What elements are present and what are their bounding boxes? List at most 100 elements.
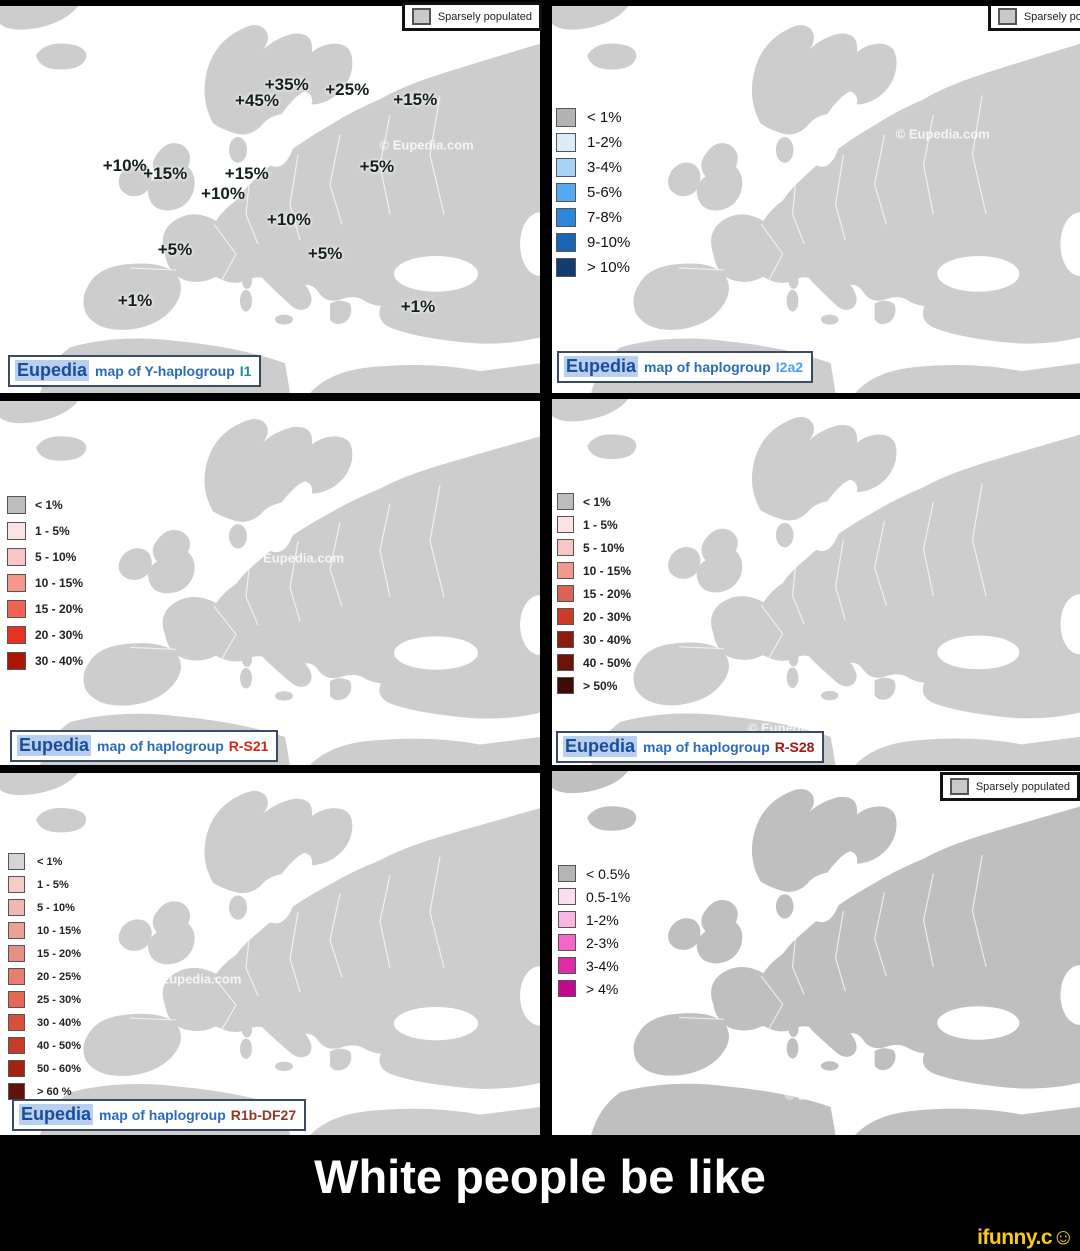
legend-swatch [8, 1037, 25, 1054]
sparsely-populated-box: Sparsely populated [401, 2, 542, 31]
legend-label: 2-3% [586, 934, 619, 951]
legend-swatch [557, 585, 574, 602]
map-panel-i1: +45% +35% +25% +15% +10% +15% +15% +10% +10% +5% +… [0, 2, 542, 393]
legend-row: 9-10% [556, 233, 630, 252]
legend-swatch [556, 108, 576, 127]
legend-label: 1 - 5% [583, 517, 618, 532]
legend-label: 5 - 10% [37, 901, 75, 914]
legend-swatch [557, 608, 574, 625]
legend-label: 20 - 30% [583, 609, 632, 624]
legend-label: < 1% [37, 855, 63, 868]
legend-label: > 60 % [37, 1085, 72, 1098]
legend-row: 50 - 60% [8, 1060, 81, 1077]
legend-row: 15 - 20% [557, 585, 631, 602]
legend-swatch [8, 1083, 25, 1100]
legend-label: 0.5-1% [586, 888, 631, 905]
legend-swatch [7, 522, 26, 540]
legend-row: 1 - 5% [7, 522, 83, 540]
legend-label: < 0.5% [586, 865, 630, 882]
haplogroup-name: R1b-DF27 [230, 1107, 297, 1123]
landmass [552, 6, 1080, 393]
map-title-i1: Eupedia map of Y-haplogroup I1 [8, 355, 262, 387]
legend-row: 30 - 40% [7, 652, 83, 670]
legend-label: > 4% [586, 980, 619, 997]
legend-row: 40 - 50% [8, 1037, 81, 1054]
legend-r-s21: < 1% 1 - 5% 5 - 10% 10 - 15% 15 - 20% 20 - 30… [7, 496, 83, 670]
legend-swatch [8, 922, 25, 939]
sparsely-swatch [949, 778, 969, 795]
legend-label: 30 - 40% [35, 654, 84, 668]
ifunny-text: ifunny.c [977, 1226, 1053, 1249]
legend-row: 10 - 15% [557, 562, 631, 579]
legend-label: 3-4% [587, 159, 623, 176]
legend-label: 30 - 40% [583, 632, 632, 647]
map-panel-r1b-df27: < 1% 1 - 5% 5 - 10% 10 - 15% 15 - 20% 20 - 25… [0, 773, 540, 1135]
legend-row: 0.5-1% [558, 888, 630, 905]
legend-row: < 1% [7, 496, 83, 514]
legend-swatch [556, 158, 576, 177]
europe-map-i1 [0, 6, 540, 393]
legend-swatch [557, 562, 574, 579]
legend-swatch [557, 539, 574, 556]
haplogroup-name: R-S28 [774, 739, 815, 755]
legend-row: 30 - 40% [557, 631, 631, 648]
legend-row: 5 - 10% [8, 899, 81, 916]
legend-swatch [558, 980, 576, 997]
map-title-r1b-df27: Eupedia map of haplogroup R1b-DF27 [12, 1099, 307, 1131]
legend-row: 7-8% [556, 208, 630, 227]
map-title-r-s28: Eupedia map of haplogroup R-S28 [556, 731, 825, 763]
legend-swatch [558, 865, 576, 882]
legend-label: 25 - 30% [37, 993, 82, 1006]
legend-swatch [556, 258, 576, 277]
legend-swatch [7, 652, 26, 670]
eupedia-brand: Eupedia [15, 360, 90, 381]
legend-label: < 1% [583, 494, 611, 509]
legend-row: 10 - 15% [8, 922, 81, 939]
map-title-i2a2: Eupedia map of haplogroup I2a2 [557, 351, 814, 383]
map-panel-r-s21: < 1% 1 - 5% 5 - 10% 10 - 15% 15 - 20% 20 - 30… [0, 401, 540, 765]
legend-label: 3-4% [586, 957, 619, 974]
legend-swatch [557, 677, 574, 694]
haplogroup-name: I1 [239, 363, 252, 379]
legend-swatch [8, 853, 25, 870]
europe-map-r-s28 [552, 399, 1080, 765]
map-panel-r-s28: < 1% 1 - 5% 5 - 10% 10 - 15% 15 - 20% 20 - 30… [552, 399, 1080, 765]
legend-row: 15 - 20% [7, 600, 83, 618]
legend-swatch [8, 945, 25, 962]
eupedia-brand: Eupedia [564, 356, 639, 377]
legend-row: 30 - 40% [8, 1014, 81, 1031]
legend-row: 40 - 50% [557, 654, 631, 671]
legend-swatch [7, 626, 26, 644]
legend-label: 40 - 50% [37, 1039, 82, 1052]
legend-row: < 0.5% [558, 865, 630, 882]
map-title-r-s21: Eupedia map of haplogroup R-S21 [10, 730, 279, 762]
legend-swatch [8, 876, 25, 893]
legend-label: < 1% [35, 498, 63, 512]
legend-row: < 1% [8, 853, 81, 870]
legend-row: 1 - 5% [557, 516, 631, 533]
legend-r-s28: < 1% 1 - 5% 5 - 10% 10 - 15% 15 - 20% 20 - 30… [557, 493, 631, 694]
map-panel-i2a2: < 1% 1-2% 3-4% 5-6% 7-8% 9-10% > 10% © Eupedia… [552, 6, 1080, 393]
legend-swatch [558, 888, 576, 905]
legend-label: 5-6% [587, 184, 623, 201]
haplogroup-name: I2a2 [775, 359, 804, 375]
europe-map-r-s21 [0, 401, 540, 765]
legend-row: > 50% [557, 677, 631, 694]
legend-row: 5-6% [556, 183, 630, 202]
sparsely-label: Sparsely populated [1023, 10, 1080, 23]
legend-row: 2-3% [558, 934, 630, 951]
legend-label: 1-2% [587, 134, 623, 151]
legend-label: < 1% [587, 109, 622, 126]
sparsely-swatch [997, 8, 1017, 25]
sparsely-populated-box: Sparsely populated [939, 772, 1080, 801]
haplogroup-name: R-S21 [228, 738, 269, 754]
title-text: map of haplogroup [97, 738, 224, 754]
legend-label: 10 - 15% [37, 924, 82, 937]
landmass [552, 771, 1080, 1135]
legend-row: 10 - 15% [7, 574, 83, 592]
legend-swatch [7, 600, 26, 618]
legend-swatch [8, 1014, 25, 1031]
legend-pink: < 0.5% 0.5-1% 1-2% 2-3% 3-4% > 4% [558, 865, 630, 997]
legend-swatch [7, 496, 26, 514]
